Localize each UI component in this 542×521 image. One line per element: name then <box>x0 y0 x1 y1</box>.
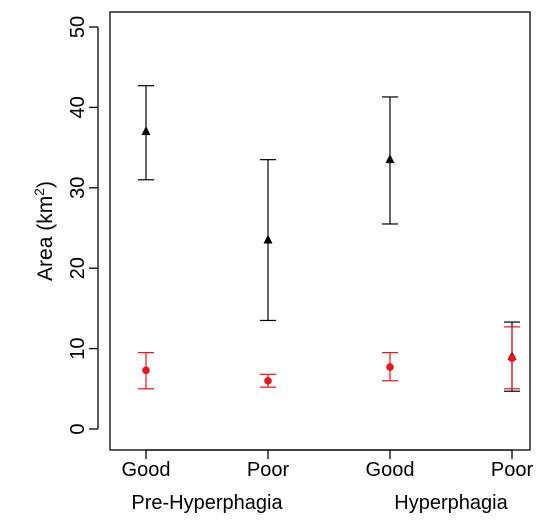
y-tick-label: 30 <box>67 177 89 199</box>
group-label: Hyperphagia <box>394 492 508 514</box>
y-tick-label: 50 <box>67 16 89 38</box>
y-axis-label: Area (km2) <box>31 181 57 281</box>
circle-point <box>264 376 272 385</box>
circle-point <box>508 354 516 363</box>
x-tick-label: Good <box>122 459 171 481</box>
y-tick-label: 40 <box>67 96 89 118</box>
x-tick-label: Good <box>366 459 415 481</box>
y-tick-label: 10 <box>67 337 89 359</box>
circle-point <box>142 366 150 375</box>
y-axis-label-text: Area (km <box>34 196 57 281</box>
y-tick-label: 20 <box>67 257 89 279</box>
triangle-point <box>385 154 395 164</box>
x-axis-ticks: Good Poor Good Poor Pre-Hyperphagia Hyperphag… <box>122 450 534 514</box>
triangle-point <box>141 126 151 136</box>
y-tick-label: 0 <box>67 423 89 434</box>
circle-point <box>386 363 394 371</box>
data-marks <box>138 85 520 392</box>
y-axis-ticks: 0 10 20 30 40 50 <box>67 16 98 435</box>
group-label: Pre-Hyperphagia <box>131 492 283 514</box>
y-axis-label-superscript: 2 <box>31 188 47 196</box>
y-axis-label-text-end: ) <box>34 181 57 188</box>
plot-box <box>109 11 531 451</box>
x-tick-label: Poor <box>491 459 534 481</box>
triangle-point <box>263 234 273 244</box>
x-tick-label: Poor <box>247 459 290 481</box>
